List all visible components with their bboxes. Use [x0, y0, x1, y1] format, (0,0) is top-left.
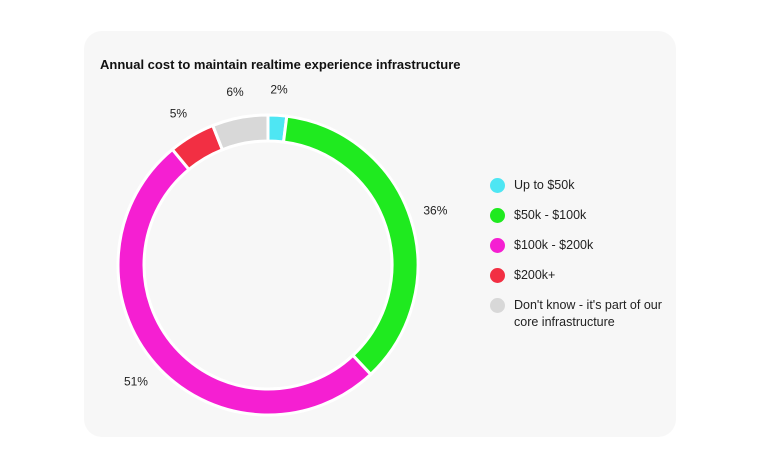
legend-label: Up to $50k — [514, 178, 575, 192]
legend-item-50k-100k: $50k - $100k — [490, 207, 670, 224]
legend-swatch — [490, 178, 505, 193]
legend-label: $50k - $100k — [514, 208, 587, 222]
chart-card: Annual cost to maintain realtime experie… — [84, 31, 676, 437]
donut-slice-100k-200k — [116, 147, 373, 417]
legend-item-up-to-50k: Up to $50k — [490, 177, 670, 194]
donut-slice-dont-know — [210, 113, 270, 152]
legend-swatch — [490, 238, 505, 253]
data-label-dont-know: 6% — [226, 85, 244, 99]
data-label-100k-200k: 51% — [124, 374, 148, 388]
legend-label: Don't know - it's part of our core infra… — [514, 298, 662, 329]
legend-label: $100k - $200k — [514, 238, 594, 252]
legend-item-100k-200k: $100k - $200k — [490, 237, 670, 254]
legend-item-dont-know: Don't know - it's part of our core infra… — [490, 297, 670, 331]
legend-swatch — [490, 208, 505, 223]
data-label-up-to-50k: 2% — [270, 82, 288, 96]
legend-swatch — [490, 268, 505, 283]
legend-label: $200k+ — [514, 268, 556, 282]
chart-legend: Up to $50k $50k - $100k $100k - $200k $2… — [490, 177, 670, 344]
legend-item-200k-plus: $200k+ — [490, 267, 670, 284]
donut-chart: 2% 36% 51% 5% 6% — [116, 82, 448, 417]
donut-slice-50k-100k — [281, 114, 420, 377]
legend-swatch — [490, 298, 505, 313]
data-label-50k-100k: 36% — [423, 204, 447, 218]
chart-title: Annual cost to maintain realtime experie… — [100, 57, 461, 72]
data-label-200k-plus: 5% — [170, 107, 188, 121]
